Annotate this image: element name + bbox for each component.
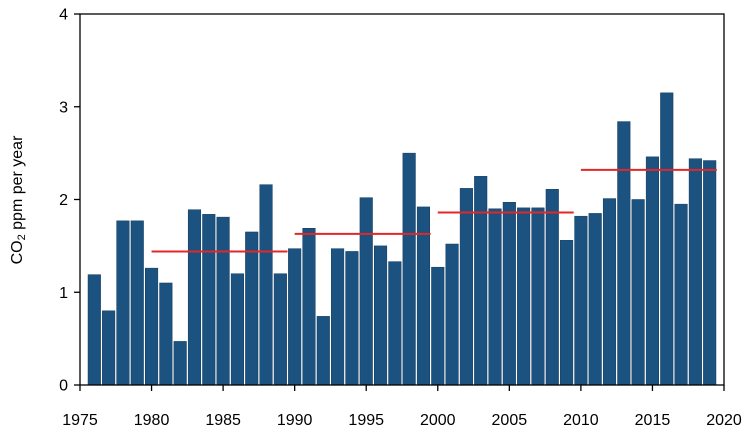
bar-1997 <box>388 261 402 386</box>
bar-1990 <box>288 248 302 386</box>
bar-2011 <box>588 213 602 386</box>
x-tick-label-2005: 2005 <box>492 412 528 429</box>
bar-1988 <box>259 184 273 386</box>
bar-1995 <box>359 197 373 386</box>
bar-1991 <box>302 228 316 386</box>
bar-1992 <box>316 316 330 386</box>
x-tick-label-2000: 2000 <box>420 412 456 429</box>
bar-2005 <box>502 202 516 386</box>
bar-1987 <box>245 231 259 386</box>
y-axis-label-prefix: CO <box>9 240 26 264</box>
x-tick-label-1975: 1975 <box>62 412 98 429</box>
bar-2012 <box>602 198 617 386</box>
bar-2002 <box>459 188 473 386</box>
bar-1984 <box>202 214 216 386</box>
bar-1983 <box>187 209 202 386</box>
bar-1985 <box>216 216 230 386</box>
bar-1994 <box>345 251 359 386</box>
bar-1977 <box>102 310 116 386</box>
bar-2016 <box>660 92 674 386</box>
y-tick-label-0: 0 <box>59 378 68 395</box>
bar-1976 <box>87 274 101 386</box>
bar-1986 <box>230 273 244 386</box>
bar-1978 <box>116 220 130 386</box>
bar-1989 <box>273 273 287 386</box>
bar-2008 <box>545 189 559 386</box>
y-tick-label-1: 1 <box>59 285 68 302</box>
bar-2007 <box>531 207 545 386</box>
bar-2000 <box>431 266 445 386</box>
bar-2004 <box>488 208 502 386</box>
bar-1998 <box>402 152 416 386</box>
bar-1979 <box>130 220 144 386</box>
bar-2001 <box>445 243 459 386</box>
bar-2014 <box>631 199 645 386</box>
x-tick-label-2020: 2020 <box>706 412 742 429</box>
bar-2019 <box>703 160 717 386</box>
x-tick-label-1985: 1985 <box>205 412 241 429</box>
x-tick-label-1995: 1995 <box>348 412 384 429</box>
bar-2015 <box>645 156 659 386</box>
y-tick-label-4: 4 <box>59 7 68 24</box>
bar-1980 <box>145 267 159 386</box>
x-tick-label-1980: 1980 <box>134 412 170 429</box>
bar-1981 <box>159 282 173 386</box>
y-axis-label-suffix: ppm per year <box>9 135 26 234</box>
bar-2009 <box>560 240 574 386</box>
y-tick-label-2: 2 <box>59 192 68 209</box>
bar-1982 <box>173 341 187 386</box>
bar-2006 <box>517 207 531 386</box>
bar-1993 <box>331 248 345 386</box>
bar-2017 <box>674 203 688 386</box>
x-tick-label-1990: 1990 <box>277 412 313 429</box>
y-axis-label-sub: 2 <box>16 234 28 240</box>
bar-1996 <box>373 245 388 386</box>
bar-2003 <box>474 176 488 386</box>
x-tick-label-2015: 2015 <box>635 412 671 429</box>
bar-2010 <box>574 215 588 386</box>
plot-area: 1975 1980 1985 1990 1995 2000 2005 2010 2015 2020… <box>59 7 742 430</box>
y-tick-label-3: 3 <box>59 99 68 116</box>
x-tick-label-2010: 2010 <box>563 412 599 429</box>
y-axis-label: CO2 ppm per year <box>9 135 28 265</box>
bar-2018 <box>688 158 702 386</box>
bar-2013 <box>617 121 631 386</box>
